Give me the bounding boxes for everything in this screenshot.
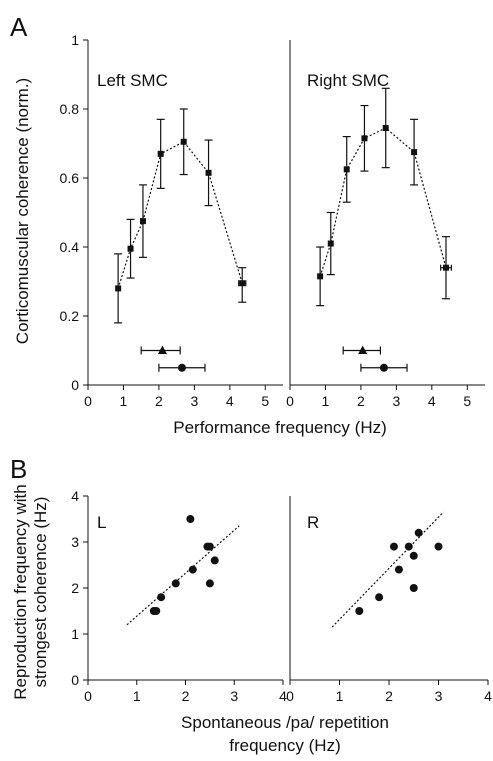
x-tick-label: 0 bbox=[286, 688, 294, 704]
scatter-point bbox=[152, 607, 161, 615]
data-point bbox=[239, 280, 246, 287]
x-tick-label: 4 bbox=[279, 688, 287, 704]
panel-title: R bbox=[307, 513, 319, 532]
x-tick-label: 1 bbox=[133, 688, 141, 704]
data-point bbox=[115, 285, 122, 292]
x-tick-label: 2 bbox=[357, 393, 365, 409]
x-tick-label: 3 bbox=[230, 688, 238, 704]
data-point bbox=[443, 264, 449, 271]
triangle-marker bbox=[358, 345, 368, 354]
x-tick-label: 2 bbox=[182, 688, 190, 704]
panel-a-left-smc-chart: 0 1 2 3 4 5 0 0.2 0.4 0.6 0.8 1 Left SMC bbox=[60, 32, 283, 409]
scatter-point bbox=[157, 593, 166, 602]
data-point bbox=[411, 149, 418, 156]
x-tick-label: 3 bbox=[435, 688, 443, 704]
panel-a-right-smc-chart: 0 1 2 3 4 5 Right SMC bbox=[286, 40, 485, 409]
scatter-point bbox=[434, 542, 443, 551]
y-tick-label: 3 bbox=[71, 534, 79, 550]
x-tick-label: 2 bbox=[385, 688, 393, 704]
scatter-point bbox=[205, 542, 214, 551]
panel-b-y-axis-label-line2: strongest coherence (Hz) bbox=[31, 497, 50, 688]
x-tick-label: 2 bbox=[155, 393, 163, 409]
scatter-point bbox=[389, 542, 398, 551]
panel-b-x-axis-label-line1: Spontaneous /pa/ repetition bbox=[181, 713, 389, 732]
data-point bbox=[127, 245, 134, 252]
panel-a-x-axis-label: Performance frequency (Hz) bbox=[173, 418, 387, 437]
x-tick-label: 5 bbox=[261, 393, 269, 409]
panel-b-letter: B bbox=[10, 454, 27, 484]
y-tick-label: 4 bbox=[71, 488, 79, 504]
x-tick-label: 3 bbox=[190, 393, 198, 409]
x-tick-label: 3 bbox=[392, 393, 400, 409]
scatter-point bbox=[188, 565, 197, 574]
scatter-point bbox=[414, 528, 423, 537]
panel-b-left-scatter: 0 1 2 3 4 0 1 2 3 4 L bbox=[71, 488, 287, 704]
panel-b-x-axis-label-line2: frequency (Hz) bbox=[229, 736, 340, 755]
scatter-point bbox=[355, 607, 364, 615]
scatter-point bbox=[171, 579, 180, 588]
x-tick-label: 0 bbox=[84, 688, 92, 704]
y-tick-label: 0.8 bbox=[60, 101, 80, 117]
data-point bbox=[139, 218, 146, 225]
y-tick-label: 0 bbox=[71, 377, 79, 393]
data-point bbox=[157, 150, 164, 157]
scatter-point bbox=[205, 579, 214, 588]
series-line bbox=[319, 127, 447, 277]
x-tick-label: 1 bbox=[336, 688, 344, 704]
y-tick-label: 0.2 bbox=[60, 308, 80, 324]
panel-title: Right SMC bbox=[307, 71, 389, 90]
data-point bbox=[343, 166, 350, 173]
x-tick-label: 4 bbox=[484, 688, 492, 704]
y-tick-label: 2 bbox=[71, 580, 79, 596]
y-tick-label: 1 bbox=[71, 626, 79, 642]
series-line bbox=[117, 141, 243, 289]
panel-a-letter: A bbox=[10, 12, 28, 42]
panel-title: L bbox=[97, 513, 106, 532]
triangle-marker bbox=[157, 345, 167, 354]
data-point bbox=[317, 273, 324, 280]
regression-line bbox=[331, 511, 444, 628]
panel-b-y-axis-label-line1: Reproduction frequency with bbox=[11, 484, 30, 699]
x-tick-label: 4 bbox=[226, 393, 234, 409]
data-point bbox=[361, 135, 368, 142]
y-tick-label: 0 bbox=[71, 672, 79, 688]
x-tick-label: 1 bbox=[322, 393, 330, 409]
circle-marker bbox=[379, 363, 388, 372]
scatter-point bbox=[186, 515, 195, 523]
scatter-point bbox=[409, 584, 418, 592]
circle-marker bbox=[177, 363, 186, 372]
x-tick-label: 0 bbox=[286, 393, 294, 409]
x-tick-label: 5 bbox=[463, 393, 471, 409]
x-tick-label: 0 bbox=[84, 393, 92, 409]
data-point bbox=[327, 240, 334, 247]
y-tick-label: 0.4 bbox=[60, 239, 80, 255]
y-tick-label: 1 bbox=[71, 32, 79, 48]
data-point bbox=[205, 169, 212, 176]
panel-a-y-axis-label: Corticomuscular coherence (norm.) bbox=[13, 78, 32, 344]
scatter-point bbox=[375, 593, 384, 602]
panel-title: Left SMC bbox=[97, 71, 168, 90]
data-point bbox=[382, 124, 389, 131]
x-tick-label: 4 bbox=[428, 393, 436, 409]
scatter-point bbox=[394, 565, 403, 574]
regression-line bbox=[126, 525, 240, 626]
scatter-point bbox=[404, 542, 413, 551]
panel-b-right-scatter: 0 1 2 3 4 R bbox=[286, 496, 492, 704]
data-point bbox=[180, 138, 187, 145]
y-tick-label: 0.6 bbox=[60, 170, 80, 186]
scatter-point bbox=[409, 551, 418, 560]
scatter-point bbox=[210, 556, 219, 565]
x-tick-label: 1 bbox=[120, 393, 128, 409]
